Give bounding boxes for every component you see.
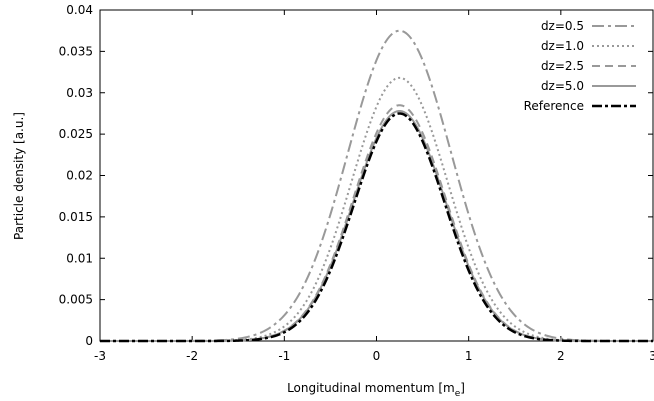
x-axis-title: Longitudinal momentum [me]: [287, 381, 465, 399]
x-axis-title-subscript: e: [455, 389, 461, 399]
y-tick-label: 0.01: [66, 251, 93, 265]
legend-label: dz=1.0: [541, 39, 584, 53]
x-axis-title-suffix: ]: [460, 381, 465, 395]
x-tick-label: -1: [278, 349, 290, 363]
y-tick-label: 0.03: [66, 86, 93, 100]
y-tick-label: 0.035: [59, 44, 93, 58]
y-tick-label: 0.025: [59, 127, 93, 141]
y-axis-title: Particle density [a.u.]: [12, 112, 26, 240]
legend-label: dz=0.5: [541, 19, 584, 33]
y-tick-label: 0: [85, 334, 93, 348]
legend-label: dz=5.0: [541, 79, 584, 93]
x-axis-title-main: Longitudinal momentum [m: [287, 381, 455, 395]
x-tick-label: -3: [94, 349, 106, 363]
series-line-1: [100, 76, 653, 342]
x-tick-label: 2: [557, 349, 565, 363]
series-line-0: [100, 29, 653, 342]
series-line-3: [100, 110, 653, 342]
y-tick-label: 0.04: [66, 3, 93, 17]
x-tick-label: 3: [649, 349, 654, 363]
x-tick-label: -2: [186, 349, 198, 363]
legend: dz=0.5 dz=1.0 dz=2.5 dz=5.0 Reference: [524, 19, 636, 113]
legend-label: dz=2.5: [541, 59, 584, 73]
x-tick-label: 1: [465, 349, 473, 363]
y-tick-label: 0.015: [59, 210, 93, 224]
y-tick-label: 0.02: [66, 169, 93, 183]
x-tick-label: 0: [373, 349, 381, 363]
legend-label: Reference: [524, 99, 584, 113]
series-line-4: [100, 112, 653, 343]
y-tick-label: 0.005: [59, 293, 93, 307]
axis-ticks: -3 -2 -1 0 1 2 3 0 0.005 0.01 0.015 0.02 0.025 0.03 0.…: [59, 3, 654, 363]
series-lines: [100, 29, 653, 343]
